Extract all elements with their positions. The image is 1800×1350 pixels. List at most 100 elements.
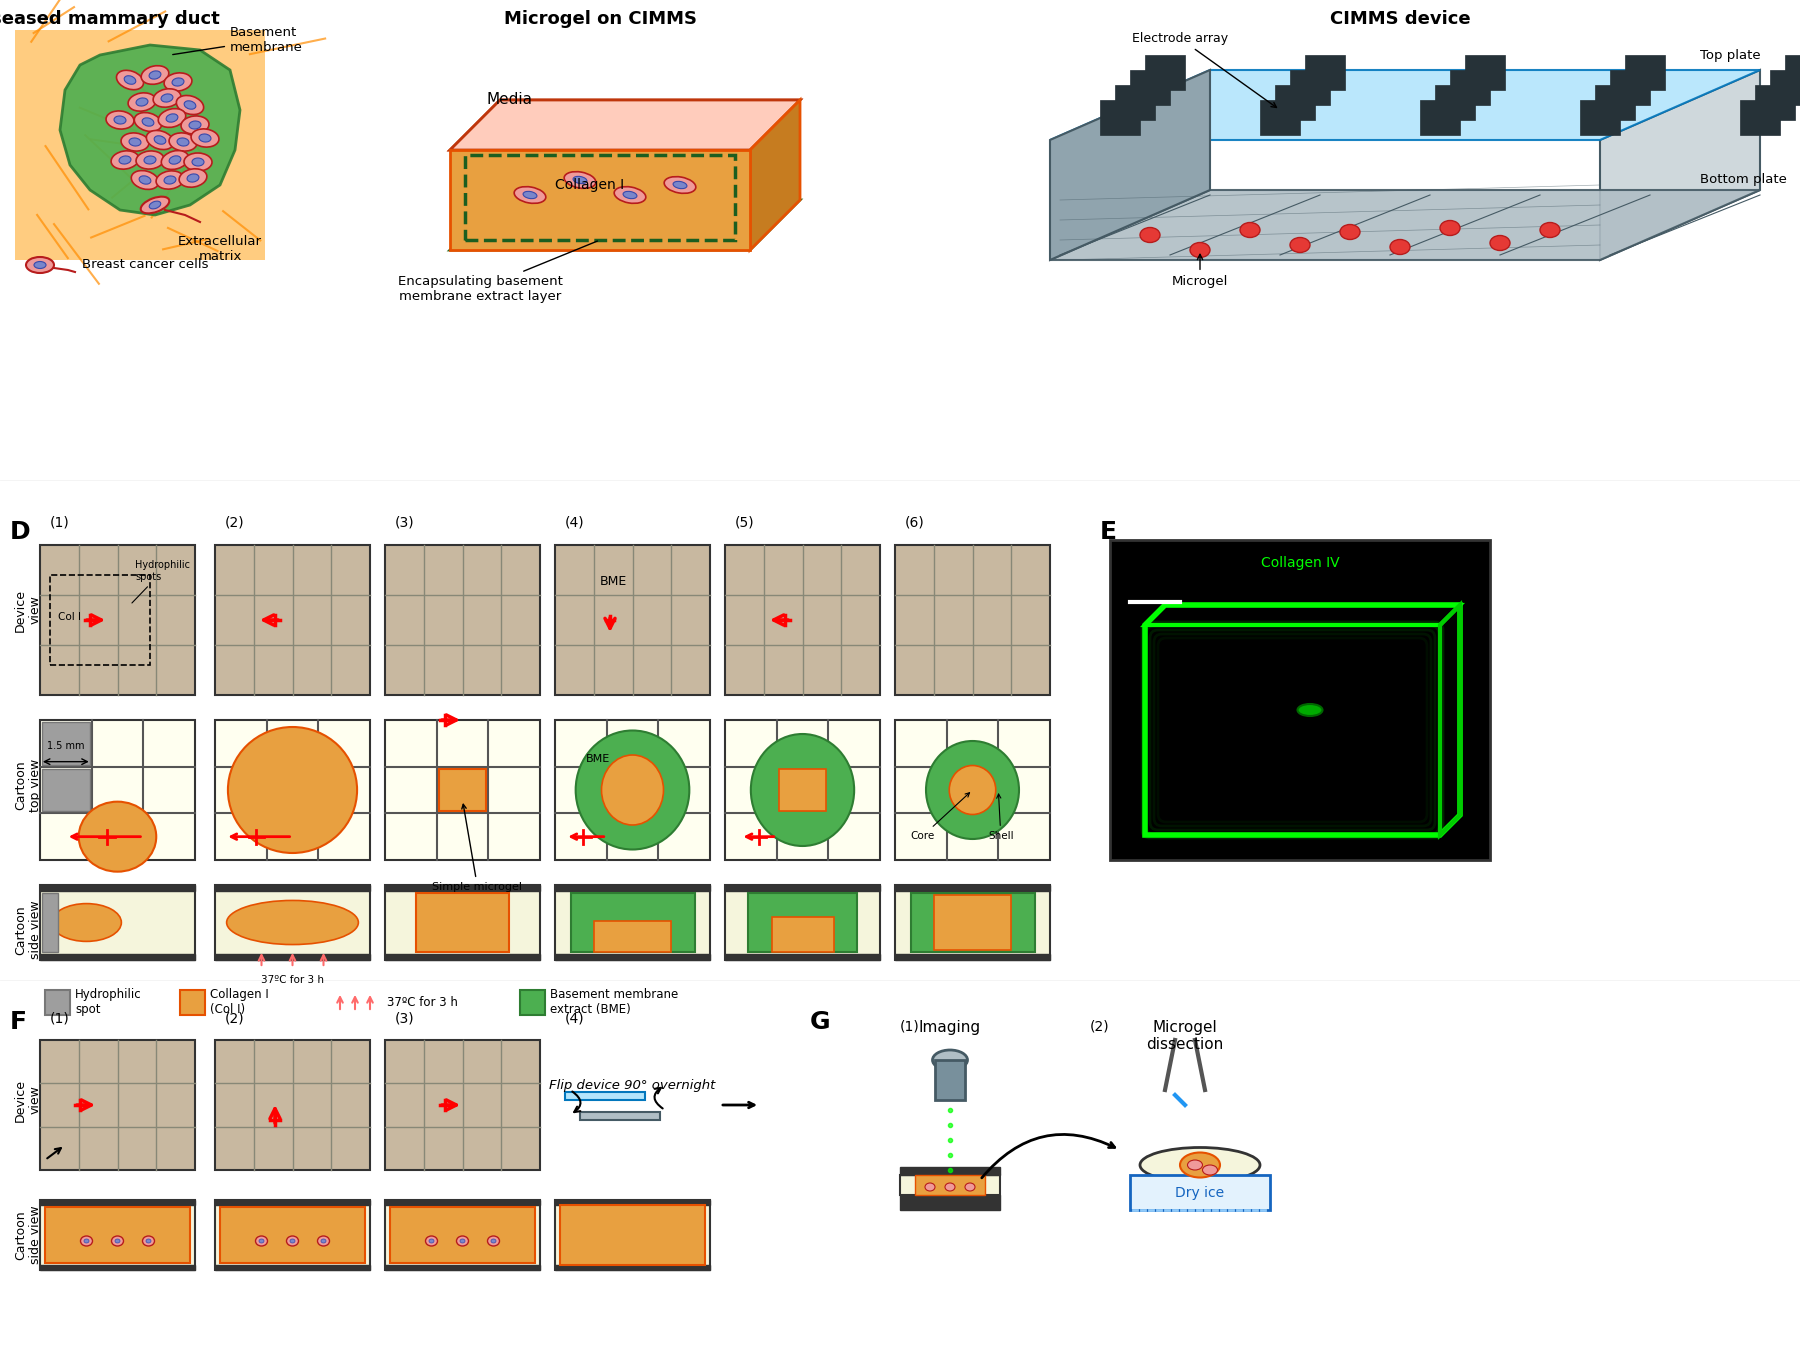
Ellipse shape [146, 131, 173, 150]
Bar [385, 1200, 540, 1270]
Ellipse shape [1188, 1160, 1202, 1170]
Ellipse shape [664, 177, 697, 193]
Text: G: G [810, 1010, 830, 1034]
Ellipse shape [169, 132, 196, 151]
Bar [725, 545, 880, 695]
Ellipse shape [176, 96, 203, 115]
Text: Microgel
dissection: Microgel dissection [1147, 1021, 1224, 1053]
Ellipse shape [135, 112, 162, 131]
Text: (5): (5) [734, 516, 754, 531]
Ellipse shape [1202, 1165, 1217, 1174]
Ellipse shape [25, 256, 54, 273]
Bar [40, 1265, 194, 1270]
Text: Breast cancer cells: Breast cancer cells [83, 258, 209, 271]
Ellipse shape [130, 138, 140, 146]
Bar [520, 990, 545, 1015]
Bar [40, 954, 194, 960]
Ellipse shape [164, 176, 176, 184]
Bar [749, 892, 857, 952]
Ellipse shape [112, 151, 139, 169]
Ellipse shape [932, 1050, 968, 1071]
Text: Imaging: Imaging [920, 1021, 981, 1035]
Bar [1435, 85, 1474, 120]
Polygon shape [1049, 70, 1760, 140]
Ellipse shape [1139, 228, 1159, 243]
Ellipse shape [320, 1239, 326, 1243]
Ellipse shape [173, 78, 184, 86]
Ellipse shape [1291, 238, 1310, 252]
Text: (1): (1) [900, 1021, 920, 1034]
Ellipse shape [259, 1239, 265, 1243]
Text: BME: BME [599, 575, 626, 589]
Bar [895, 886, 1049, 960]
Ellipse shape [121, 132, 149, 151]
Bar [385, 1200, 540, 1206]
Bar [580, 1112, 661, 1120]
Bar [385, 886, 540, 891]
Text: (1): (1) [50, 1011, 70, 1025]
Ellipse shape [925, 741, 1019, 838]
Ellipse shape [1440, 220, 1460, 235]
Ellipse shape [227, 900, 358, 945]
Bar [40, 1040, 194, 1170]
Text: Device
view: Device view [14, 589, 41, 632]
Ellipse shape [751, 734, 855, 846]
Ellipse shape [137, 99, 148, 107]
Ellipse shape [488, 1237, 500, 1246]
Text: Cartoon
side view: Cartoon side view [14, 900, 41, 960]
Bar [725, 720, 880, 860]
Ellipse shape [1190, 243, 1210, 258]
Ellipse shape [428, 1239, 434, 1243]
Text: F: F [11, 1010, 27, 1034]
Bar [40, 720, 194, 860]
Text: (1): (1) [50, 516, 70, 531]
Ellipse shape [563, 171, 596, 189]
Polygon shape [450, 100, 799, 150]
Bar [560, 1206, 706, 1265]
Ellipse shape [491, 1239, 497, 1243]
Bar [439, 768, 486, 811]
Bar [1465, 55, 1505, 90]
Text: 37ºC for 3 h: 37ºC for 3 h [261, 975, 324, 985]
Bar [50, 575, 149, 666]
Polygon shape [751, 100, 799, 250]
Text: Collagen IV: Collagen IV [1260, 556, 1339, 570]
Ellipse shape [945, 1183, 956, 1191]
Ellipse shape [1298, 703, 1323, 716]
Bar [900, 1195, 1001, 1210]
Bar [40, 886, 194, 960]
Bar [1741, 100, 1780, 135]
Ellipse shape [184, 101, 196, 109]
Bar [385, 886, 540, 960]
Ellipse shape [1139, 1148, 1260, 1183]
Ellipse shape [184, 153, 212, 171]
Bar [41, 722, 90, 764]
Bar [1111, 540, 1490, 860]
Ellipse shape [162, 151, 189, 170]
Ellipse shape [200, 134, 211, 142]
Bar [385, 1040, 540, 1170]
Text: Cartoon
side view: Cartoon side view [14, 1206, 41, 1265]
Bar [772, 918, 833, 952]
Text: Extracellular
matrix: Extracellular matrix [178, 235, 263, 263]
Polygon shape [1049, 70, 1210, 261]
Bar [895, 886, 1049, 891]
Ellipse shape [160, 95, 173, 103]
Text: (6): (6) [905, 516, 925, 531]
Text: Hydrophilic
spot: Hydrophilic spot [76, 988, 142, 1017]
Text: 1.5 mm: 1.5 mm [47, 741, 85, 751]
Polygon shape [450, 200, 799, 250]
Text: (2): (2) [1091, 1021, 1109, 1034]
Text: Electrode array: Electrode array [1132, 32, 1276, 108]
Ellipse shape [572, 177, 587, 184]
Ellipse shape [623, 192, 637, 198]
Text: Simple microgel: Simple microgel [432, 805, 522, 892]
Polygon shape [59, 45, 239, 215]
Text: E: E [1100, 520, 1118, 544]
Bar [214, 886, 371, 960]
Bar [41, 892, 58, 952]
Text: Media: Media [488, 93, 533, 108]
Ellipse shape [124, 76, 135, 84]
Bar [40, 1200, 194, 1270]
Ellipse shape [515, 186, 545, 204]
